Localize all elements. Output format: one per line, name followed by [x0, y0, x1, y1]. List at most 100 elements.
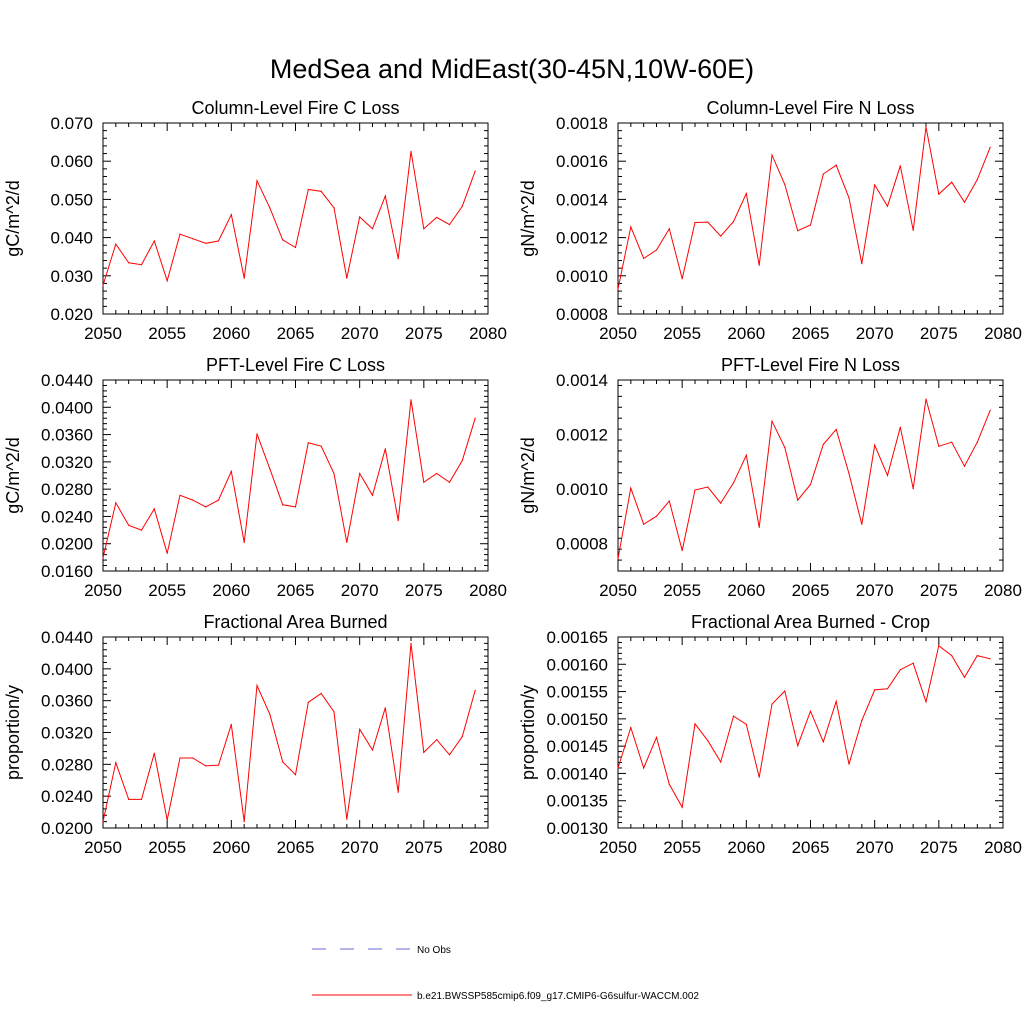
- series-line: [617, 126, 991, 290]
- x-tick-label: 2050: [599, 324, 637, 343]
- data-point: [166, 552, 168, 554]
- x-tick-label: 2080: [984, 838, 1022, 857]
- data-point: [938, 645, 940, 647]
- data-point: [256, 684, 258, 687]
- data-point: [140, 798, 143, 801]
- data-point: [745, 192, 747, 195]
- data-point: [410, 642, 412, 645]
- data-point: [809, 710, 812, 712]
- y-tick-label: 0.0360: [41, 692, 93, 711]
- series-line: [617, 398, 991, 559]
- data-point: [474, 417, 476, 419]
- data-point: [822, 741, 824, 743]
- chart-panel-1: Column-Level Fire C Loss gC/m^2/d 2050 2055…: [3, 98, 507, 343]
- x-tick-label: 2070: [341, 838, 379, 857]
- x-tick-label: 2080: [469, 581, 507, 600]
- y-tick-label: 0.0320: [41, 724, 93, 743]
- data-point: [359, 472, 361, 475]
- data-point: [153, 508, 155, 510]
- data-point: [976, 655, 978, 657]
- data-point: [963, 465, 966, 467]
- data-point: [423, 751, 425, 754]
- data-point: [655, 736, 658, 739]
- series-line: [617, 644, 991, 809]
- chart-panel-5: Fractional Area Burned proportion/y 2050 20…: [3, 612, 507, 857]
- data-point: [461, 459, 463, 462]
- data-point: [886, 688, 889, 690]
- data-point: [989, 409, 991, 411]
- data-point: [681, 278, 683, 280]
- chart-panel-2: Column-Level Fire N Loss gN/m^2/d 2050 2055…: [518, 98, 1022, 343]
- data-point: [681, 549, 683, 552]
- data-point: [140, 264, 143, 266]
- x-tick-label: 2070: [856, 324, 894, 343]
- data-point: [951, 441, 953, 443]
- x-tick-label: 2055: [663, 581, 701, 600]
- data-point: [809, 483, 812, 486]
- data-point: [230, 470, 232, 472]
- data-point: [630, 226, 632, 228]
- y-tick-label: 0.020: [50, 305, 93, 324]
- x-tick-label: 2075: [920, 838, 958, 857]
- plot-frame: [617, 379, 1004, 572]
- x-tick-label: 2075: [405, 581, 443, 600]
- data-point: [179, 494, 181, 496]
- data-point: [448, 754, 451, 756]
- y-tick-label: 0.0016: [556, 152, 608, 171]
- data-point: [384, 448, 386, 450]
- data-point: [784, 183, 786, 186]
- data-point: [346, 818, 348, 820]
- x-tick-label: 2080: [469, 324, 507, 343]
- y-tick-label: 0.00155: [547, 683, 608, 702]
- data-point: [861, 719, 863, 722]
- x-tick-label: 2050: [599, 581, 637, 600]
- data-point: [359, 728, 361, 730]
- data-point: [989, 658, 991, 660]
- y-tick-label: 0.060: [50, 152, 93, 171]
- data-point: [448, 481, 451, 483]
- data-point: [436, 739, 438, 741]
- data-point: [128, 524, 130, 526]
- data-point: [205, 242, 207, 244]
- y-axis-label: proportion/y: [518, 685, 538, 780]
- data-point: [617, 288, 619, 290]
- data-point: [848, 197, 850, 199]
- x-tick-label: 2055: [663, 324, 701, 343]
- x-tick-label: 2060: [212, 838, 250, 857]
- data-point: [720, 502, 722, 504]
- data-point: [153, 240, 155, 242]
- data-point: [307, 701, 309, 703]
- data-point: [732, 715, 735, 717]
- x-tick-label: 2055: [148, 581, 186, 600]
- data-point: [835, 164, 837, 166]
- data-point: [822, 173, 824, 175]
- data-point: [128, 798, 130, 801]
- data-point: [694, 221, 696, 224]
- data-point: [436, 216, 438, 218]
- data-point: [371, 749, 374, 751]
- data-point: [963, 676, 966, 679]
- plot-frame: [617, 122, 1004, 315]
- figure-title: MedSea and MidEast(30-45N,10W-60E): [270, 54, 754, 84]
- data-point: [874, 184, 876, 186]
- data-point: [720, 235, 722, 237]
- data-point: [861, 263, 863, 265]
- data-point: [217, 764, 220, 766]
- data-point: [912, 662, 914, 664]
- x-tick-label: 2080: [984, 324, 1022, 343]
- data-point: [359, 216, 361, 218]
- data-point: [166, 819, 168, 821]
- data-point: [976, 441, 978, 443]
- data-point: [192, 757, 194, 759]
- x-tick-label: 2060: [212, 324, 250, 343]
- data-point: [179, 757, 181, 759]
- y-tick-label: 0.00135: [547, 792, 608, 811]
- y-tick-label: 0.00165: [547, 628, 608, 647]
- data-point: [269, 468, 271, 470]
- data-point: [655, 515, 658, 517]
- y-axis-label: gC/m^2/d: [3, 437, 23, 513]
- legend: No Obs b.e21.BWSSP585cmip6.f09_g17.CMIP6…: [312, 945, 699, 1002]
- data-point: [282, 504, 284, 506]
- y-tick-label: 0.0008: [556, 535, 608, 554]
- data-point: [707, 486, 709, 488]
